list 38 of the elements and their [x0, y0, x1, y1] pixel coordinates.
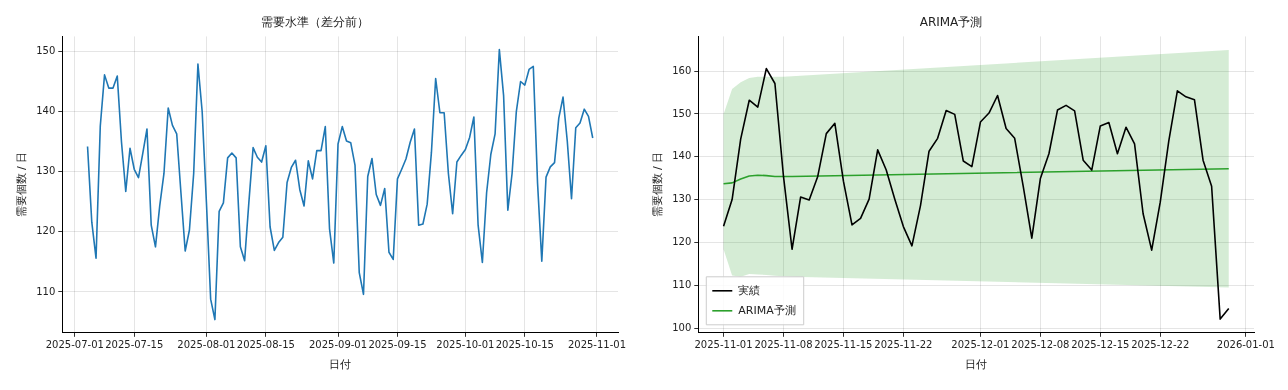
chart-title: 需要水準（差分前） [261, 15, 369, 30]
x-tick-label: 2025-08-01 [177, 339, 236, 351]
x-tick-label: 2025-08-15 [236, 339, 295, 351]
x-tick-label: 2025-07-01 [45, 339, 104, 351]
y-axis-title: 需要個数 / 日 [15, 151, 29, 218]
y-tick-label: 120 [672, 236, 692, 248]
x-axis-title: 日付 [965, 358, 988, 372]
y-tick-label: 150 [36, 45, 56, 57]
y-tick-label: 120 [36, 225, 56, 237]
x-tick-label: 2025-12-08 [1011, 339, 1070, 351]
chart-title: ARIMA予測 [919, 15, 983, 30]
x-axis-title: 日付 [329, 358, 352, 372]
x-tick-label: 2025-10-15 [495, 339, 554, 351]
x-tick-label: 2025-11-08 [754, 339, 813, 351]
x-tick-label: 2025-09-15 [368, 339, 427, 351]
legend-label: ARIMA予測 [738, 303, 796, 317]
y-axis-title: 需要個数 / 日 [651, 151, 665, 218]
x-tick-label: 2026-01-01 [1216, 339, 1275, 351]
x-tick-label: 2025-12-01 [951, 339, 1010, 351]
y-tick-label: 140 [672, 150, 692, 162]
x-tick-label: 2025-10-01 [436, 339, 495, 351]
y-tick-label: 110 [36, 285, 56, 297]
legend-label: 実績 [738, 283, 761, 297]
x-tick-label: 2025-12-15 [1071, 339, 1130, 351]
x-tick-label: 2025-09-01 [308, 339, 368, 351]
y-tick-label: 150 [672, 107, 692, 119]
y-tick-label: 130 [36, 165, 56, 177]
y-tick-label: 160 [672, 64, 692, 76]
x-tick-label: 2025-11-01 [567, 339, 627, 351]
x-tick-label: 2025-11-01 [694, 339, 753, 351]
x-tick-label: 2025-12-22 [1131, 339, 1190, 351]
y-tick-label: 110 [672, 278, 692, 290]
x-tick-label: 2025-07-15 [105, 339, 164, 351]
y-tick-label: 100 [672, 321, 692, 333]
y-tick-label: 140 [36, 105, 56, 117]
x-tick-label: 2025-11-22 [874, 339, 933, 351]
x-tick-label: 2025-11-15 [814, 339, 873, 351]
y-tick-label: 130 [672, 193, 692, 205]
